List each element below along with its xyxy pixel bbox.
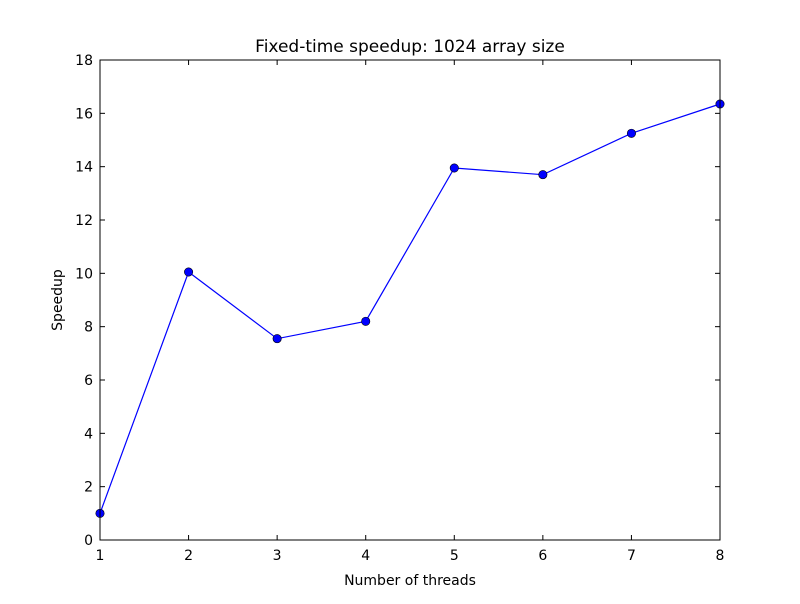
series-layer (95, 99, 725, 518)
x-tick-label: 6 (538, 548, 547, 564)
y-tick-label: 14 (75, 160, 93, 176)
data-point (184, 267, 194, 277)
series-line (99, 103, 721, 514)
x-tick-label: 2 (184, 548, 193, 564)
y-tick-label: 12 (75, 213, 93, 229)
x-tick-label: 8 (716, 548, 725, 564)
x-tick-label: 4 (361, 548, 370, 564)
y-tick-label: 4 (84, 426, 93, 442)
y-tick-label: 18 (75, 53, 93, 69)
data-point (538, 170, 548, 180)
y-tick-label: 6 (84, 373, 93, 389)
x-tick-label: 5 (450, 548, 459, 564)
x-axis-label: Number of threads (344, 573, 476, 589)
x-tick-label: 1 (96, 548, 105, 564)
chart-title: Fixed-time speedup: 1024 array size (255, 37, 565, 57)
data-point (361, 316, 371, 326)
y-tick-label: 16 (75, 106, 93, 122)
y-axis-label: Speedup (50, 269, 66, 331)
y-tick-label: 10 (75, 266, 93, 282)
data-point (626, 128, 636, 138)
data-point (449, 163, 459, 173)
plot-frame (99, 59, 721, 541)
x-tick-label: 7 (627, 548, 636, 564)
y-tick-label: 0 (84, 533, 93, 549)
x-tick-label: 3 (273, 548, 282, 564)
y-tick-label: 2 (84, 480, 93, 496)
data-point (272, 334, 282, 344)
y-tick-label: 8 (84, 320, 93, 336)
